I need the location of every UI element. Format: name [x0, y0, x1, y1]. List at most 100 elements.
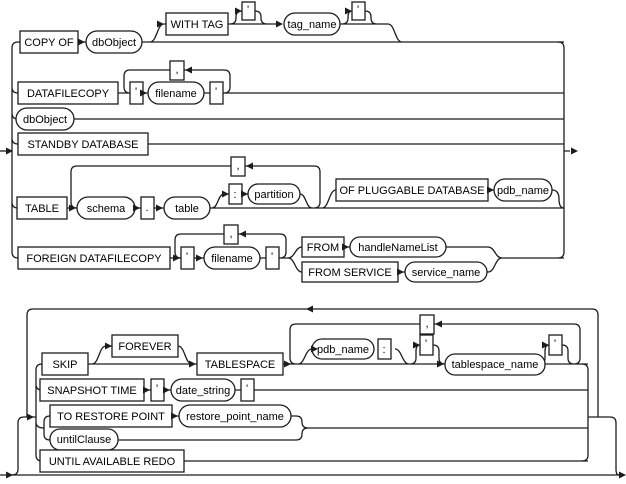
connector-row-skip	[88, 323, 588, 365]
svg-text:untilClause: untilClause	[57, 434, 111, 446]
svg-text:restore_point_name: restore_point_name	[186, 411, 284, 423]
literal-comma-tablespace-list: ,	[419, 314, 435, 335]
keyword-foreign-datafilecopy: FOREIGN DATAFILECOPY	[17, 246, 171, 270]
param-partition: partition	[247, 183, 301, 205]
keyword-snapshot-time: SNAPSHOT TIME	[39, 378, 145, 402]
keyword-skip: SKIP	[41, 352, 89, 376]
keyword-with-tag: WITH TAG	[165, 12, 229, 36]
entry-arrow-bottom	[6, 471, 13, 479]
exit-arrow-top	[571, 147, 578, 155]
svg-text:schema: schema	[87, 203, 126, 215]
svg-text:date_string: date_string	[176, 385, 230, 397]
param-pdb-name-bottom: pdb_name	[311, 338, 375, 360]
keyword-table: TABLE	[16, 196, 68, 220]
param-filename-1: filename	[147, 81, 205, 105]
svg-text:,: ,	[229, 228, 232, 240]
svg-text:,: ,	[425, 318, 428, 330]
svg-text:SNAPSHOT TIME: SNAPSHOT TIME	[47, 385, 136, 397]
literal-comma-filename-2: ,	[223, 224, 239, 245]
literal-quote-close-filename-1: '	[209, 81, 224, 105]
keyword-to-restore-point: TO RESTORE POINT	[49, 404, 173, 428]
literal-colon-partition: :	[228, 183, 243, 205]
keyword-standby-database: STANDBY DATABASE	[17, 132, 149, 156]
literal-quote-close-tag: '	[351, 1, 366, 21]
svg-text:,: ,	[236, 160, 239, 172]
connector-top-trunk-left	[11, 41, 19, 259]
keyword-tablespace: TABLESPACE	[196, 352, 284, 376]
literal-dot: .	[140, 196, 155, 220]
svg-text:': '	[271, 251, 273, 263]
param-schema: schema	[76, 196, 136, 220]
param-restore-point-name: restore_point_name	[178, 404, 292, 428]
param-db-object-1: dbObject	[85, 30, 143, 54]
svg-text:service_name: service_name	[412, 267, 480, 279]
svg-text:FOREIGN DATAFILECOPY: FOREIGN DATAFILECOPY	[26, 253, 162, 265]
param-service-name: service_name	[404, 261, 488, 283]
keyword-forever: FOREVER	[111, 334, 179, 358]
svg-text:COPY OF: COPY OF	[24, 37, 74, 49]
svg-text:tablespace_name: tablespace_name	[452, 359, 539, 371]
svg-text:dbObject: dbObject	[92, 37, 136, 49]
diagram-top: COPY OF dbObject WITH TAG ' tag_name ' D…	[0, 1, 578, 283]
svg-text:TABLE: TABLE	[25, 203, 59, 215]
svg-text:pdb_name: pdb_name	[497, 185, 549, 197]
svg-text:': '	[186, 251, 188, 263]
svg-text::: :	[382, 344, 385, 356]
flow-arrowheads-bottom	[27, 320, 549, 421]
literal-quote-open-tablespace: '	[419, 334, 434, 356]
literal-quote-open-filename-2: '	[180, 246, 195, 270]
svg-text:': '	[246, 383, 248, 395]
entry-arrow-top	[6, 147, 13, 155]
diagram-bottom: SKIP FOREVER TABLESPACE pdb_name : ' tab…	[0, 305, 626, 479]
svg-text::: :	[233, 189, 236, 201]
svg-text:': '	[135, 86, 137, 98]
literal-quote-open-tag: '	[241, 1, 256, 21]
keyword-of-pluggable-database: OF PLUGGABLE DATABASE	[335, 178, 489, 202]
param-handle-name-list: handleNameList	[349, 236, 447, 258]
param-db-object-2: dbObject	[15, 107, 75, 131]
svg-text:STANDBY DATABASE: STANDBY DATABASE	[27, 139, 138, 151]
svg-text:tag_name: tag_name	[288, 19, 337, 31]
svg-text:FOREVER: FOREVER	[118, 341, 171, 353]
svg-text:OF PLUGGABLE DATABASE: OF PLUGGABLE DATABASE	[339, 185, 484, 197]
svg-text:filename: filename	[155, 88, 197, 100]
svg-text:': '	[215, 86, 217, 98]
svg-text:FROM: FROM	[307, 242, 339, 254]
literal-comma-table-list: ,	[230, 156, 246, 177]
exit-arrow-bottom	[619, 471, 626, 479]
param-table: table	[163, 196, 211, 220]
literal-quote-close-date: '	[240, 378, 255, 402]
keyword-from: FROM	[301, 236, 345, 258]
literal-quote-open-date: '	[150, 378, 165, 402]
svg-text:SKIP: SKIP	[52, 359, 77, 371]
svg-text:WITH TAG: WITH TAG	[171, 19, 224, 31]
svg-text:dbObject: dbObject	[23, 114, 67, 126]
svg-text:TABLESPACE: TABLESPACE	[205, 359, 276, 371]
keyword-copy-of: COPY OF	[19, 30, 79, 54]
svg-text:DATAFILECOPY: DATAFILECOPY	[27, 88, 110, 100]
param-pdb-name-top: pdb_name	[493, 178, 553, 202]
svg-text:': '	[425, 338, 427, 350]
svg-text:handleNameList: handleNameList	[358, 242, 438, 254]
svg-text:': '	[554, 338, 556, 350]
literal-colon-tablespace: :	[377, 338, 392, 360]
connector-top-trunk-right	[557, 41, 570, 259]
svg-text:': '	[357, 4, 359, 16]
svg-text:': '	[156, 383, 158, 395]
svg-text:partition: partition	[254, 189, 293, 201]
svg-text:table: table	[175, 203, 199, 215]
svg-text:TO RESTORE POINT: TO RESTORE POINT	[57, 411, 165, 423]
svg-text:filename: filename	[211, 253, 253, 265]
literal-quote-close-filename-2: '	[265, 246, 280, 270]
keyword-until-available-redo: UNTIL AVAILABLE REDO	[39, 449, 185, 473]
literal-comma-filename-1: ,	[169, 60, 185, 81]
svg-text:.: .	[145, 202, 148, 214]
svg-text:UNTIL AVAILABLE REDO: UNTIL AVAILABLE REDO	[49, 456, 176, 468]
param-tablespace-name: tablespace_name	[444, 353, 546, 376]
param-until-clause: untilClause	[49, 428, 119, 451]
svg-text:,: ,	[175, 64, 178, 76]
keyword-from-service: FROM SERVICE	[301, 261, 399, 283]
param-filename-2: filename	[203, 246, 261, 270]
svg-text:FROM SERVICE: FROM SERVICE	[308, 267, 392, 279]
